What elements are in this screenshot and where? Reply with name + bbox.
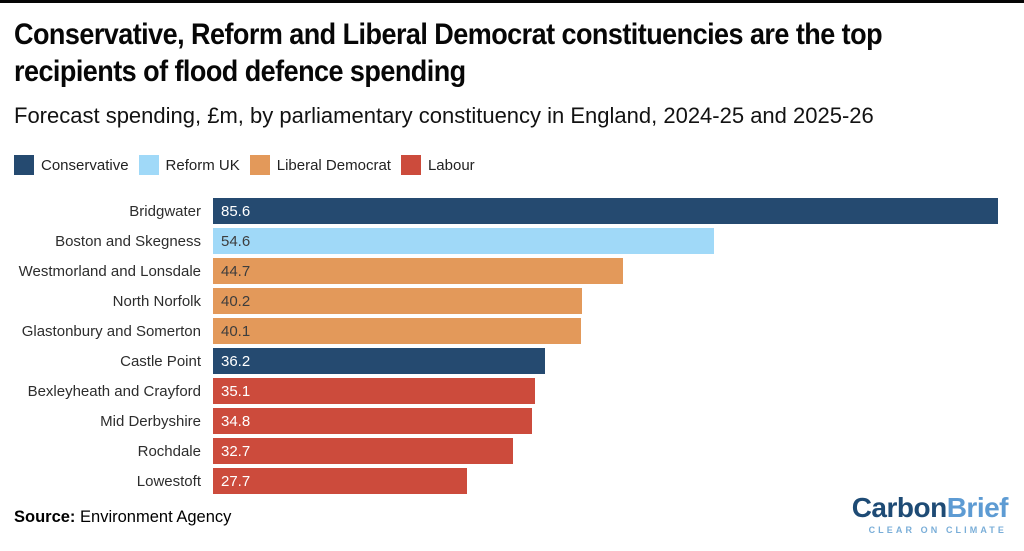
logo-brief-text: Brief xyxy=(946,492,1009,523)
constituency-label: Bexleyheath and Crayford xyxy=(27,382,201,400)
constituency-label: Mid Derbyshire xyxy=(100,412,201,430)
bar-track: 40.2 xyxy=(213,288,998,314)
carbonbrief-logo: CarbonBrief CLEAR ON CLIMATE xyxy=(851,492,1009,535)
constituency-label: Bridgwater xyxy=(129,202,201,220)
bar-track: 40.1 xyxy=(213,318,998,344)
constituency-label: Boston and Skegness xyxy=(55,232,201,250)
legend-swatch-icon xyxy=(14,155,34,175)
bar-track: 44.7 xyxy=(213,258,998,284)
constituency-label: Westmorland and Lonsdale xyxy=(18,262,201,280)
bar-row: Rochdale 32.7 xyxy=(0,436,1024,466)
chart-header: Conservative, Reform and Liberal Democra… xyxy=(14,16,1014,129)
bar-track: 35.1 xyxy=(213,378,998,404)
bar-labour: 27.7 xyxy=(213,468,468,494)
bar-reform-uk: 54.6 xyxy=(213,228,714,254)
bar-row: Bexleyheath and Crayford 35.1 xyxy=(0,376,1024,406)
legend-item-liberal-democrat: Liberal Democrat xyxy=(249,155,391,175)
bar-labour: 34.8 xyxy=(213,408,533,434)
bar-conservative: 36.2 xyxy=(213,348,545,374)
top-border xyxy=(0,0,1024,3)
bar-value-label: 35.1 xyxy=(221,382,251,400)
source-credit: Source: Environment Agency xyxy=(14,508,231,527)
bar-value-label: 40.1 xyxy=(221,322,251,340)
bar-liberal-democrat: 40.2 xyxy=(213,288,582,314)
legend-label: Liberal Democrat xyxy=(276,156,391,174)
bar-conservative: 85.6 xyxy=(213,198,998,224)
constituency-label: North Norfolk xyxy=(112,292,201,310)
bar-liberal-democrat: 40.1 xyxy=(213,318,581,344)
legend-swatch-icon xyxy=(138,155,159,175)
bar-track: 34.8 xyxy=(213,408,998,434)
bar-row: North Norfolk 40.2 xyxy=(0,286,1024,316)
bar-value-label: 32.7 xyxy=(221,442,251,460)
bar-track: 54.6 xyxy=(213,228,998,254)
bar-track: 27.7 xyxy=(213,468,998,494)
bar-row: Castle Point 36.2 xyxy=(0,346,1024,376)
bar-row: Bridgwater 85.6 xyxy=(0,196,1024,226)
bar-value-label: 54.6 xyxy=(221,232,251,250)
logo-tagline: CLEAR ON CLIMATE xyxy=(868,525,1007,535)
legend-item-reform-uk: Reform UK xyxy=(138,155,240,175)
bar-labour: 35.1 xyxy=(213,378,535,404)
legend-item-labour: Labour xyxy=(400,155,475,175)
source-label: Source: xyxy=(14,508,76,526)
page-title-line-2: recipients of flood defence spending xyxy=(14,55,466,88)
legend-label: Reform UK xyxy=(165,156,240,174)
bar-value-label: 27.7 xyxy=(221,472,251,490)
bar-track: 32.7 xyxy=(213,438,998,464)
constituency-label: Glastonbury and Somerton xyxy=(21,322,201,340)
legend-label: Labour xyxy=(427,156,475,174)
constituency-label: Lowestoft xyxy=(136,472,201,490)
logo-carbon-text: Carbon xyxy=(851,492,948,523)
bar-row: Lowestoft 27.7 xyxy=(0,466,1024,496)
legend-item-conservative: Conservative xyxy=(14,155,129,175)
page-title: Conservative, Reform and Liberal Democra… xyxy=(14,16,1013,90)
bar-value-label: 34.8 xyxy=(221,412,251,430)
legend-label: Conservative xyxy=(41,156,129,174)
source-value: Environment Agency xyxy=(80,508,232,526)
bar-row: Glastonbury and Somerton 40.1 xyxy=(0,316,1024,346)
bar-row: Boston and Skegness 54.6 xyxy=(0,226,1024,256)
legend-swatch-icon xyxy=(249,155,270,175)
chart-legend: Conservative Reform UK Liberal Democrat Lab… xyxy=(14,155,475,175)
bar-row: Westmorland and Lonsdale 44.7 xyxy=(0,256,1024,286)
bar-value-label: 40.2 xyxy=(221,292,251,310)
legend-swatch-icon xyxy=(400,155,421,175)
constituency-label: Castle Point xyxy=(120,352,201,370)
chart-subtitle: Forecast spending, £m, by parliamentary … xyxy=(14,103,874,128)
bar-value-label: 85.6 xyxy=(221,202,251,220)
bar-labour: 32.7 xyxy=(213,438,513,464)
bar-value-label: 44.7 xyxy=(221,262,251,280)
constituency-label: Rochdale xyxy=(137,442,201,460)
bar-track: 85.6 xyxy=(213,198,998,224)
bar-chart: Bridgwater 85.6 Boston and Skegness 54.6 Wes… xyxy=(0,196,1024,496)
bar-row: Mid Derbyshire 34.8 xyxy=(0,406,1024,436)
bar-track: 36.2 xyxy=(213,348,998,374)
page-title-line-1: Conservative, Reform and Liberal Democra… xyxy=(14,18,883,51)
bar-value-label: 36.2 xyxy=(221,352,251,370)
bar-liberal-democrat: 44.7 xyxy=(213,258,623,284)
carbonbrief-wordmark: CarbonBrief xyxy=(851,492,1009,524)
